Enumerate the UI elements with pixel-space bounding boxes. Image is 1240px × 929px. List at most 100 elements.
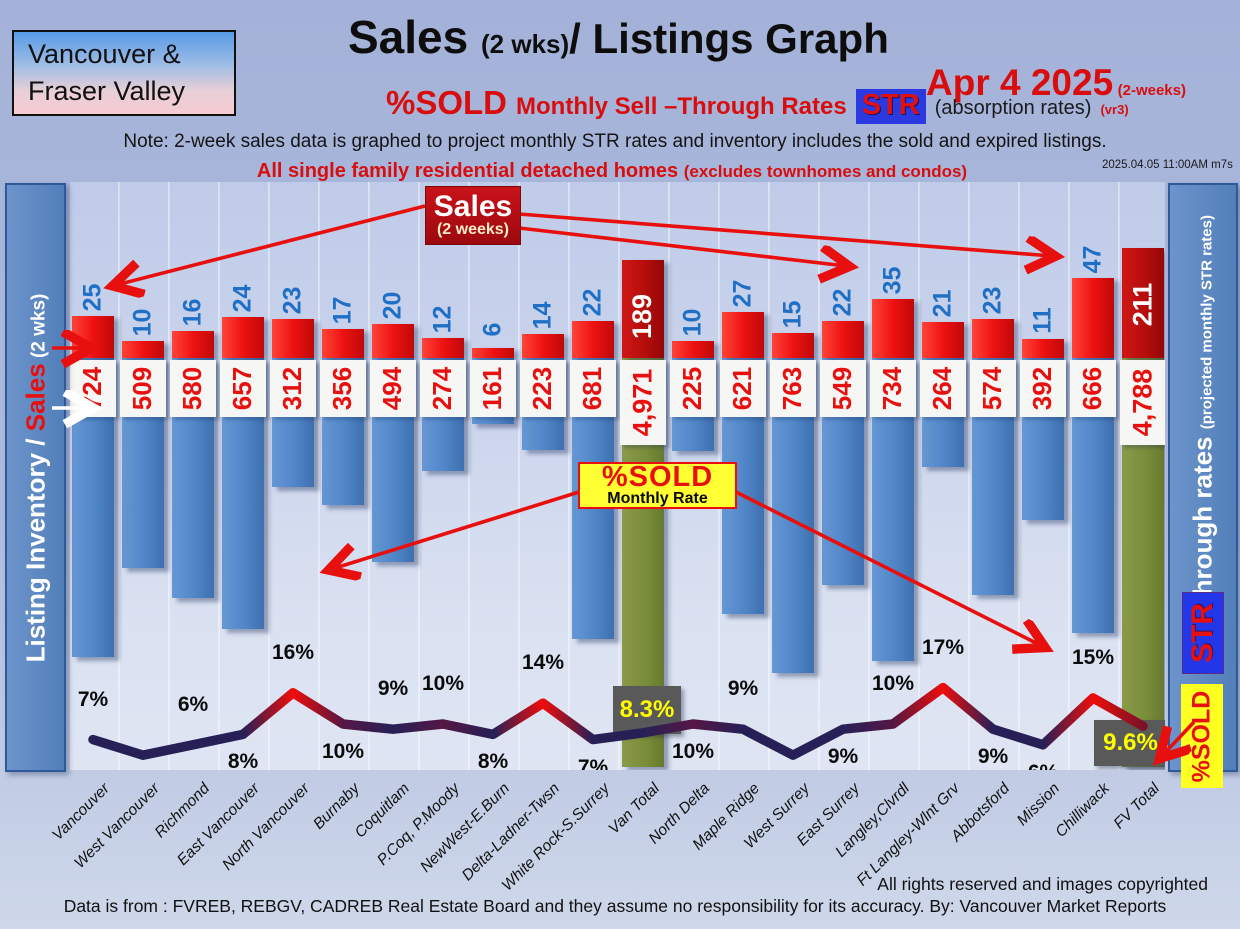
sales-count-label: 24: [222, 255, 264, 313]
sales-count-label: 20: [372, 262, 414, 320]
inventory-value: 4,788: [1127, 368, 1158, 437]
inventory-label: 274: [420, 360, 466, 417]
bar-sales: [672, 341, 714, 358]
rights-text: All rights reserved and images copyright…: [877, 874, 1208, 894]
sales-count-label: 11: [1022, 277, 1064, 335]
inventory-label: 666: [1070, 360, 1116, 417]
sales-count-value: 21: [928, 289, 957, 318]
inventory-value: 494: [377, 366, 408, 411]
bar-sales: [822, 320, 864, 358]
title-sales: Sales: [348, 11, 481, 63]
sales-count-label: 23: [972, 257, 1014, 315]
pct-sold-label: 15%: [1071, 646, 1115, 669]
bar-sales: [222, 317, 264, 358]
inventory-label: 223: [520, 360, 566, 417]
inventory-value: 621: [727, 366, 758, 411]
inventory-label: 621: [720, 360, 766, 417]
sales-count-label: 27: [722, 250, 764, 308]
left-axis-rail: Listing Inventory / Sales (2 wks): [5, 183, 66, 772]
inventory-label: 225: [670, 360, 716, 417]
sales-count-label: 10: [122, 279, 164, 337]
inventory-value: 681: [577, 366, 608, 411]
pct-sold-axis-badge: %SOLD: [1181, 684, 1223, 788]
sales-count-value: 17: [328, 296, 357, 325]
inventory-label: 312: [270, 360, 316, 417]
inventory-label: 356: [320, 360, 366, 417]
sales-count-value: 24: [228, 284, 257, 313]
bar-sales: [272, 318, 314, 358]
inventory-value: 392: [1027, 366, 1058, 411]
bar-sales: [72, 315, 114, 358]
inventory-label: 549: [820, 360, 866, 417]
sales-callout-box: Sales (2 weeks): [425, 186, 521, 245]
bar-sales: [1122, 248, 1164, 358]
str-badge: STR: [855, 89, 926, 124]
source-text: Data is from : FVREB, REBGV, CADREB Real…: [63, 896, 1167, 916]
sales-count-label: 6: [472, 286, 514, 344]
inventory-value: 223: [527, 366, 558, 411]
bar-sales: [472, 347, 514, 358]
pct-sold-label: 10%: [871, 672, 915, 695]
sales-count-label: 12: [422, 276, 464, 334]
inventory-label: 763: [770, 360, 816, 417]
bar-sales: [772, 332, 814, 358]
pct-sold-label: 7%: [77, 687, 109, 711]
sales-count-label: 211: [1122, 254, 1164, 327]
inventory-value: 724: [77, 366, 108, 411]
sales-count-label: 16: [172, 269, 214, 327]
sales-count-value: 47: [1078, 245, 1107, 274]
bar-sales: [572, 320, 614, 358]
pct-sold-label: 9%: [727, 677, 759, 701]
sales-count-value: 10: [678, 308, 707, 337]
inventory-value: 549: [827, 366, 858, 411]
sales-count-value: 16: [178, 298, 207, 327]
inventory-label: 509: [120, 360, 166, 417]
sales-count-value: 14: [528, 301, 557, 330]
pct-sold-label: 8%: [227, 750, 259, 770]
inventory-label: 574: [970, 360, 1016, 417]
inventory-value: 161: [477, 366, 508, 411]
pct-sold-label: 6%: [177, 692, 209, 716]
inventory-value: 574: [977, 366, 1008, 411]
inventory-label: 494: [370, 360, 416, 417]
region-box: Vancouver & Fraser Valley: [12, 30, 236, 116]
sales-count-value: 10: [128, 308, 157, 337]
inventory-value: 509: [127, 366, 158, 411]
bar-sales: [872, 298, 914, 358]
note-line: Note: 2-week sales data is graphed to pr…: [123, 131, 1107, 152]
pct-sold-label: 7%: [577, 755, 609, 770]
sales-count-label: 15: [772, 271, 814, 329]
bar-sales: [422, 337, 464, 358]
sales-count-value: 211: [1127, 282, 1158, 327]
inventory-label: 681: [570, 360, 616, 417]
inventory-value: 4,971: [627, 368, 658, 437]
pct-sold-label: 10%: [321, 740, 365, 763]
inventory-value: 734: [877, 366, 908, 411]
pct-sold-label: 16%: [271, 640, 315, 664]
sales-count-label: 14: [522, 272, 564, 330]
sales-count-value: 15: [778, 300, 807, 328]
pct-sold-label: 9%: [827, 745, 859, 769]
bar-sales: [1072, 278, 1114, 358]
inventory-value: 312: [277, 366, 308, 411]
inventory-value: 666: [1077, 366, 1108, 411]
inventory-value: 580: [177, 366, 208, 411]
pct-sold-label: 14%: [521, 651, 565, 675]
sales-count-value: 27: [728, 279, 757, 308]
sales-count-label: 21: [922, 260, 964, 318]
absorption-text: (absorption rates): [934, 97, 1092, 119]
inventory-value: 225: [677, 366, 708, 411]
inventory-label: 264: [920, 360, 966, 417]
title-rest: / Listings Graph: [569, 15, 889, 62]
sales-count-label: 189: [622, 266, 664, 339]
pct-sold-label: 8%: [477, 750, 509, 770]
pct-sold-label: 17%: [921, 635, 965, 659]
sales-count-value: 22: [578, 288, 607, 316]
bar-sales: [1022, 339, 1064, 358]
pct-sold-label: 10%: [671, 740, 715, 763]
region-line1: Vancouver &: [28, 39, 181, 69]
inventory-label: 580: [170, 360, 216, 417]
report-date: Apr 4 2025 (2-weeks): [926, 62, 1186, 103]
left-axis-label: Listing Inventory / Sales (2 wks): [20, 293, 50, 662]
